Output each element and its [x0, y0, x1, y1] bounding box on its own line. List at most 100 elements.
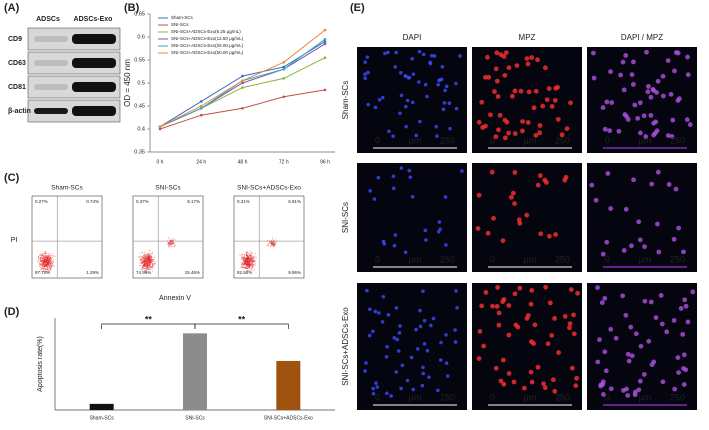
event-dot: [148, 265, 150, 267]
scale-label: 250: [670, 135, 685, 145]
event-dot: [40, 258, 42, 260]
cell: [368, 189, 372, 193]
cell: [556, 350, 561, 355]
cell: [603, 368, 609, 374]
event-dot: [152, 256, 154, 258]
event-dot: [44, 252, 46, 254]
event-dot: [253, 255, 255, 257]
cell: [651, 120, 657, 126]
event-dot: [49, 259, 50, 261]
event-dot: [174, 244, 176, 246]
blot-row-label: CD9: [8, 36, 22, 43]
event-dot: [46, 268, 48, 270]
cell: [599, 300, 605, 306]
event-dot: [47, 265, 49, 267]
cell: [400, 363, 405, 368]
blot-column-label: ADSCs-Exo: [74, 16, 113, 23]
cell: [414, 133, 419, 138]
event-dot: [44, 257, 46, 259]
cell: [447, 101, 452, 106]
event-dot: [37, 250, 39, 252]
scale-label: 0: [375, 254, 380, 264]
event-dot: [42, 258, 44, 260]
cell: [438, 227, 442, 232]
event-dot: [44, 258, 46, 260]
bar: [89, 403, 114, 410]
event-dot: [148, 257, 150, 259]
event-dot: [252, 255, 254, 257]
event-dot: [48, 255, 50, 257]
legend-label: Sham-SCs: [171, 15, 194, 20]
cell: [493, 66, 499, 72]
event-dot: [248, 265, 250, 267]
cell: [439, 340, 443, 345]
cell: [503, 50, 509, 56]
cell: [626, 358, 632, 364]
cell: [636, 219, 642, 225]
event-dot: [152, 259, 153, 261]
cell: [623, 206, 629, 212]
point: [241, 107, 244, 110]
series-line: [159, 57, 326, 128]
x-tick-label: 72 h: [279, 159, 289, 165]
point: [158, 125, 162, 128]
event-dot: [50, 257, 52, 259]
cell: [651, 359, 657, 365]
event-dot: [143, 254, 145, 256]
event-dot: [246, 258, 248, 260]
event-dot: [171, 242, 173, 244]
event-dot: [144, 258, 146, 260]
event-dot: [147, 267, 149, 268]
y-tick-label: 0.45: [134, 103, 145, 109]
event-dot: [249, 263, 251, 265]
event-dot: [151, 260, 153, 262]
event-dot: [150, 268, 152, 270]
event-dot: [142, 265, 144, 267]
cell: [520, 128, 525, 134]
event-dot: [142, 262, 144, 263]
legend-label: SNI-SCs+ADSCs-Exo(25.00 μg/mL): [171, 43, 244, 48]
cell: [562, 177, 568, 183]
cell: [363, 60, 368, 64]
event-dot: [272, 239, 273, 241]
event-dot: [144, 265, 146, 267]
event-dot: [45, 268, 47, 270]
event-dot: [138, 257, 140, 259]
event-dot: [45, 261, 47, 263]
event-dot: [252, 266, 254, 268]
cell: [632, 392, 638, 398]
cell: [631, 59, 636, 65]
cell: [564, 126, 570, 132]
scale-label: 250: [555, 392, 570, 402]
x-tick-label: 24 h: [196, 159, 206, 165]
event-dot: [43, 263, 44, 265]
event-dot: [268, 244, 270, 246]
event-dot: [248, 262, 250, 264]
event-dot: [49, 255, 51, 257]
event-dot: [252, 262, 254, 264]
cell: [526, 89, 532, 95]
event-dot: [50, 263, 52, 265]
event-dot: [146, 254, 147, 255]
event-dot: [248, 258, 250, 260]
cell: [392, 335, 397, 340]
event-dot: [51, 256, 53, 258]
cell: [542, 65, 548, 71]
cell: [494, 303, 500, 309]
event-dot: [141, 269, 143, 271]
cell: [420, 383, 425, 388]
event-dot: [49, 267, 51, 269]
event-dot: [249, 255, 251, 257]
event-dot: [49, 269, 51, 271]
event-dot: [51, 257, 53, 259]
event-dot: [151, 259, 153, 261]
scale-label: 250: [440, 254, 455, 264]
cell: [364, 361, 368, 365]
event-dot: [250, 254, 252, 256]
cell: [421, 365, 425, 370]
event-dot: [48, 254, 50, 256]
cell: [496, 322, 502, 328]
scale-label: μm: [409, 392, 422, 402]
plot-title: SNI-SCs+ADSCs-Exo: [237, 185, 301, 192]
point: [282, 65, 286, 69]
